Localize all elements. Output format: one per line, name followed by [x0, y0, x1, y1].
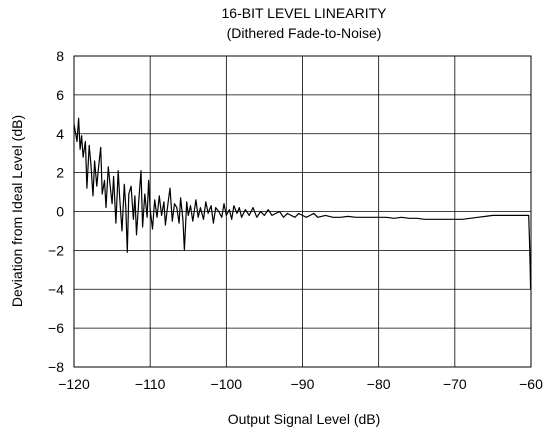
series-layer: [73, 117, 532, 290]
x-tick-label: −120: [58, 376, 90, 392]
x-tick-label: −100: [211, 376, 243, 392]
x-tick-label: −70: [443, 376, 467, 392]
chart-subtitle: (Dithered Fade-to-Noise): [227, 25, 382, 41]
y-axis-label: Deviation from Ideal Level (dB): [9, 115, 25, 307]
y-tick-label: 2: [56, 165, 64, 181]
y-tick-label: 0: [56, 204, 64, 220]
x-tick-label: −90: [291, 376, 315, 392]
x-tick-label: −80: [367, 376, 391, 392]
x-axis-label: Output Signal Level (dB): [228, 411, 381, 427]
y-tick-label: −2: [48, 242, 64, 258]
chart-title: 16-BIT LEVEL LINEARITY: [222, 5, 388, 21]
x-tick-label: −110: [135, 376, 166, 392]
plot-area: [73, 55, 532, 368]
y-tick-label: 4: [56, 126, 64, 142]
y-tick-label: −6: [48, 320, 64, 336]
y-tick-label: −8: [48, 359, 64, 375]
series-line: [73, 117, 532, 290]
y-tick-label: 6: [56, 87, 64, 103]
y-tick-label: −4: [48, 281, 64, 297]
tick-labels: −120 −110 −100 −90 −80 −70 −60 −8 −6 −4 −2 0 2 4 6 8: [48, 48, 543, 392]
y-tick-label: 8: [56, 48, 64, 64]
x-tick-label: −60: [519, 376, 543, 392]
